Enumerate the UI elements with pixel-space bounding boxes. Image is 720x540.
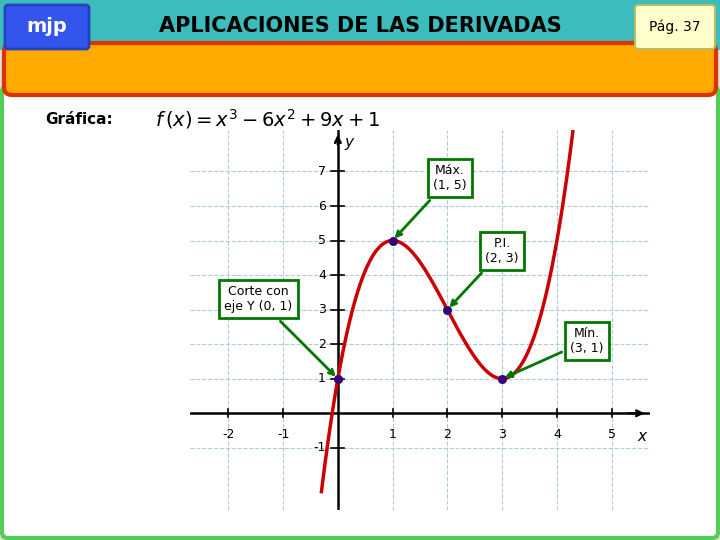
Text: Mín.
(3, 1): Mín. (3, 1) — [508, 327, 604, 376]
Text: 1: 1 — [318, 372, 326, 385]
Text: x: x — [637, 429, 647, 444]
Text: 3: 3 — [318, 303, 326, 316]
Text: 1: 1 — [389, 428, 397, 441]
Text: 2: 2 — [318, 338, 326, 350]
Bar — [0, 0, 720, 50]
Text: y: y — [344, 135, 354, 150]
Text: Corte con
eje Y (0, 1): Corte con eje Y (0, 1) — [225, 285, 333, 375]
Text: -2: -2 — [222, 428, 235, 441]
Text: 5: 5 — [608, 428, 616, 441]
Text: Máx.
(1, 5): Máx. (1, 5) — [397, 164, 467, 236]
Text: 3: 3 — [498, 428, 506, 441]
Text: 5: 5 — [318, 234, 326, 247]
Text: APLICACIONES DE LAS DERIVADAS: APLICACIONES DE LAS DERIVADAS — [158, 16, 562, 36]
Text: 2: 2 — [444, 428, 451, 441]
Text: -1: -1 — [313, 441, 326, 454]
FancyBboxPatch shape — [635, 5, 715, 49]
Text: Gráfica:: Gráfica: — [45, 112, 113, 127]
Text: $f\,(x) = x^3 - 6x^2 + 9x + 1$: $f\,(x) = x^3 - 6x^2 + 9x + 1$ — [155, 107, 380, 131]
Text: 7: 7 — [318, 165, 326, 178]
Text: P.I.
(2, 3): P.I. (2, 3) — [451, 237, 519, 305]
FancyBboxPatch shape — [4, 43, 716, 95]
Text: 6: 6 — [318, 199, 326, 213]
Text: mjp: mjp — [27, 17, 68, 37]
FancyBboxPatch shape — [5, 5, 89, 49]
FancyBboxPatch shape — [2, 86, 718, 538]
Text: Pág. 37: Pág. 37 — [649, 20, 701, 34]
Text: 4: 4 — [553, 428, 561, 441]
Text: -1: -1 — [277, 428, 289, 441]
Text: 4: 4 — [318, 268, 326, 281]
